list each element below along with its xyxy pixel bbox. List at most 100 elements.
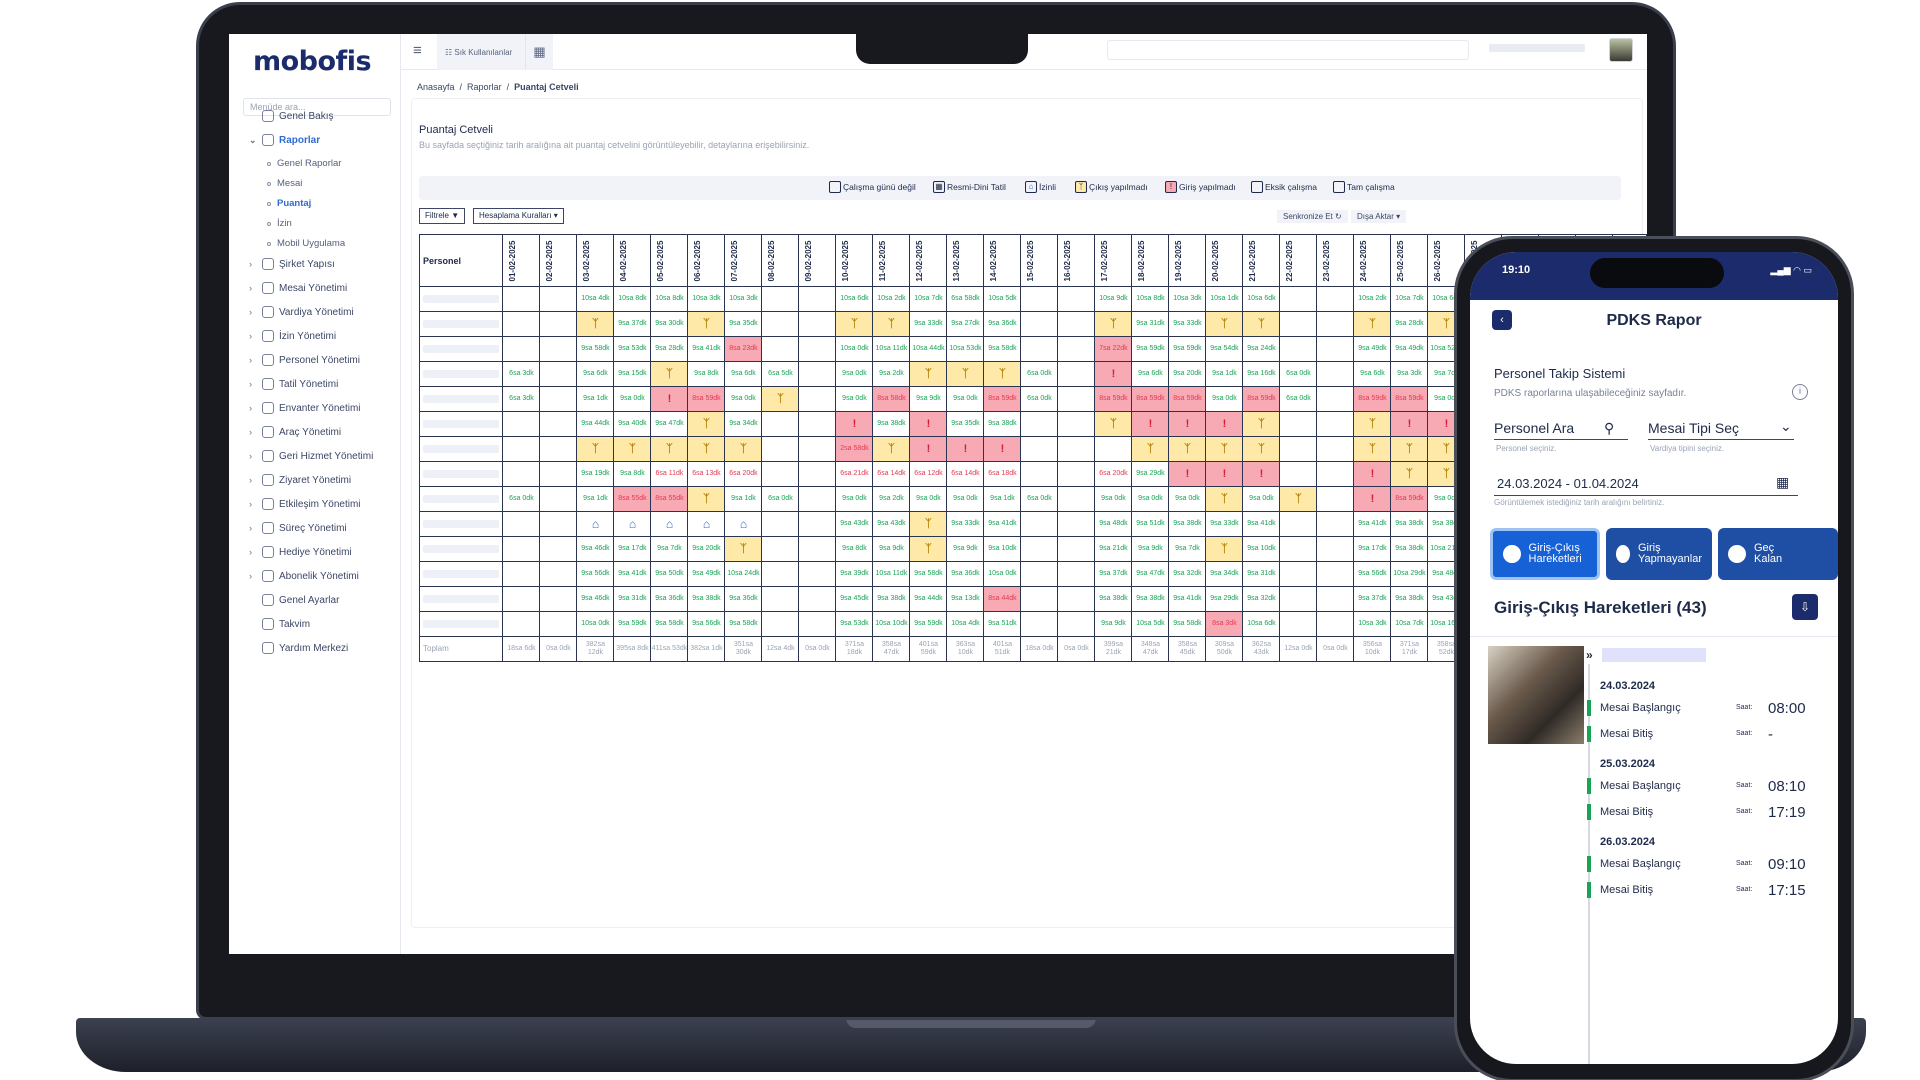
table-cell[interactable]: 10sa 2dk: [1353, 286, 1392, 312]
table-cell[interactable]: 9sa 33dk: [909, 311, 948, 337]
personnel-name-placeholder[interactable]: [419, 561, 504, 587]
table-cell[interactable]: [539, 386, 578, 412]
table-cell[interactable]: 6sa 13dk: [687, 461, 726, 487]
table-cell[interactable]: [1316, 486, 1355, 512]
table-cell[interactable]: 10sa 4dk: [946, 611, 985, 637]
table-cell[interactable]: 10sa 3dk: [724, 286, 763, 312]
leave-icon[interactable]: ⌂: [650, 511, 689, 537]
table-cell[interactable]: [539, 536, 578, 562]
table-cell[interactable]: [539, 586, 578, 612]
table-cell[interactable]: 10sa 0dk: [983, 561, 1022, 587]
sidebar-item[interactable]: › Şirket Yapısı: [249, 256, 335, 272]
personnel-name-placeholder[interactable]: [419, 386, 504, 412]
table-cell[interactable]: [1279, 336, 1318, 362]
table-cell[interactable]: 10sa 10dk: [872, 611, 911, 637]
no-checkout-icon[interactable]: ᛉ: [1168, 436, 1207, 462]
table-cell[interactable]: [798, 336, 837, 362]
table-cell[interactable]: [1057, 336, 1096, 362]
table-cell[interactable]: [1279, 461, 1318, 487]
table-cell[interactable]: 9sa 6dk: [1353, 361, 1392, 387]
table-cell[interactable]: [539, 486, 578, 512]
leave-icon[interactable]: ⌂: [724, 511, 763, 537]
table-cell[interactable]: 9sa 36dk: [724, 586, 763, 612]
table-cell[interactable]: 9sa 38dk: [1390, 511, 1429, 537]
sidebar-item[interactable]: › Envanter Yönetimi: [249, 400, 361, 416]
table-cell[interactable]: [1316, 461, 1355, 487]
no-checkout-icon[interactable]: ᛉ: [687, 411, 726, 437]
no-checkout-icon[interactable]: ᛉ: [1390, 461, 1429, 487]
no-checkin-icon[interactable]: !: [1168, 411, 1207, 437]
table-cell[interactable]: 9sa 0dk: [1205, 386, 1244, 412]
table-cell[interactable]: 9sa 1dk: [576, 386, 615, 412]
table-cell[interactable]: 9sa 36dk: [650, 586, 689, 612]
sidebar-subitem[interactable]: Genel Raporlar: [267, 158, 341, 169]
table-cell[interactable]: 9sa 31dk: [1242, 561, 1281, 587]
table-cell[interactable]: 9sa 10dk: [1242, 536, 1281, 562]
table-cell[interactable]: 9sa 9dk: [909, 386, 948, 412]
table-cell[interactable]: [1279, 561, 1318, 587]
table-cell[interactable]: 9sa 33dk: [1168, 311, 1207, 337]
table-cell[interactable]: [1316, 411, 1355, 437]
table-cell[interactable]: 6sa 0dk: [502, 486, 541, 512]
table-cell[interactable]: 9sa 49dk: [687, 561, 726, 587]
table-cell[interactable]: [1020, 536, 1059, 562]
table-cell[interactable]: 10sa 1dk: [1205, 286, 1244, 312]
no-checkin-icon[interactable]: !: [835, 411, 874, 437]
personnel-search-input[interactable]: Personel Ara: [1494, 420, 1628, 440]
table-cell[interactable]: [539, 461, 578, 487]
table-cell[interactable]: 9sa 2dk: [872, 361, 911, 387]
sidebar-item[interactable]: › Vardiya Yönetimi: [249, 304, 354, 320]
personnel-name-placeholder[interactable]: [419, 336, 504, 362]
table-cell[interactable]: [1020, 436, 1059, 462]
table-cell[interactable]: 6sa 3dk: [502, 361, 541, 387]
table-cell[interactable]: 10sa 0dk: [576, 611, 615, 637]
table-cell[interactable]: 6sa 14dk: [872, 461, 911, 487]
table-cell[interactable]: 9sa 41dk: [1168, 586, 1207, 612]
personnel-name-placeholder[interactable]: [419, 511, 504, 537]
table-cell[interactable]: [539, 336, 578, 362]
table-cell[interactable]: 9sa 44dk: [576, 411, 615, 437]
table-cell[interactable]: [539, 511, 578, 537]
no-checkin-icon[interactable]: !: [1168, 461, 1207, 487]
sidebar-item[interactable]: › İzin Yönetimi: [249, 328, 336, 344]
table-cell[interactable]: 9sa 59dk: [1168, 336, 1207, 362]
table-cell[interactable]: 6sa 11dk: [650, 461, 689, 487]
table-cell[interactable]: 9sa 58dk: [650, 611, 689, 637]
table-cell[interactable]: 6sa 0dk: [761, 486, 800, 512]
sidebar-item[interactable]: › Hediye Yönetimi: [249, 544, 352, 560]
table-cell[interactable]: [1316, 511, 1355, 537]
table-cell[interactable]: [502, 536, 541, 562]
table-cell[interactable]: 9sa 20dk: [1168, 361, 1207, 387]
table-cell[interactable]: 8sa 59dk: [1390, 486, 1429, 512]
table-cell[interactable]: 9sa 58dk: [724, 611, 763, 637]
table-cell[interactable]: 9sa 1dk: [724, 486, 763, 512]
table-cell[interactable]: [1316, 536, 1355, 562]
sidebar-subitem[interactable]: Puantaj: [267, 198, 311, 209]
no-checkout-icon[interactable]: ᛉ: [1205, 311, 1244, 337]
table-cell[interactable]: [1020, 586, 1059, 612]
no-checkin-icon[interactable]: !: [909, 411, 948, 437]
table-cell[interactable]: [1057, 586, 1096, 612]
no-checkout-icon[interactable]: ᛉ: [761, 386, 800, 412]
table-cell[interactable]: [798, 411, 837, 437]
no-checkin-icon[interactable]: !: [1242, 461, 1281, 487]
table-cell[interactable]: 9sa 46dk: [576, 586, 615, 612]
back-icon[interactable]: ‹: [1492, 310, 1512, 330]
table-cell[interactable]: [1279, 436, 1318, 462]
table-cell[interactable]: 9sa 58dk: [576, 336, 615, 362]
table-cell[interactable]: 6sa 3dk: [502, 386, 541, 412]
table-cell[interactable]: 9sa 43dk: [835, 511, 874, 537]
personnel-name-placeholder[interactable]: [419, 586, 504, 612]
table-cell[interactable]: 9sa 7dk: [1168, 536, 1207, 562]
no-checkout-icon[interactable]: ᛉ: [1279, 486, 1318, 512]
table-cell[interactable]: [761, 561, 800, 587]
table-cell[interactable]: 6sa 14dk: [946, 461, 985, 487]
no-checkout-icon[interactable]: ᛉ: [1094, 311, 1133, 337]
table-cell[interactable]: 9sa 36dk: [983, 311, 1022, 337]
table-cell[interactable]: 9sa 9dk: [1131, 536, 1170, 562]
table-cell[interactable]: [1057, 536, 1096, 562]
table-row[interactable]: 9sa 44dk 9sa 40dk 9sa 47dk ᛉ 9sa 34dk! 9sa 38…: [419, 411, 1647, 437]
no-checkin-icon[interactable]: !: [1094, 361, 1133, 387]
table-cell[interactable]: 9sa 0dk: [946, 486, 985, 512]
table-cell[interactable]: [1316, 586, 1355, 612]
